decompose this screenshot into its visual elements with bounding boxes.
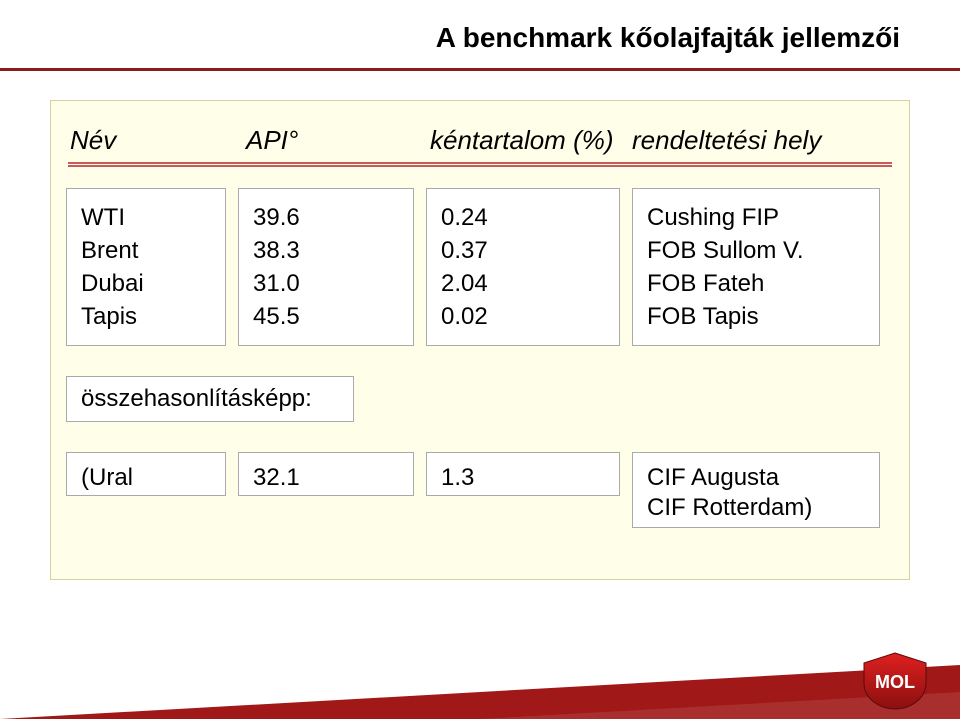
row-sulfur: 0.37: [441, 234, 609, 267]
ural-name-block: (Ural: [66, 452, 226, 496]
row-name: Dubai: [81, 267, 215, 300]
ural-name: (Ural: [81, 463, 215, 493]
row-api: 45.5: [253, 300, 403, 333]
names-block: WTI Brent Dubai Tapis: [66, 188, 226, 346]
header-name: Név: [70, 125, 116, 155]
table-header-row: Név API° kéntartalom (%) rendeltetési he…: [70, 118, 890, 162]
row-destination: FOB Fateh: [647, 267, 869, 300]
header-api: API°: [246, 125, 298, 155]
api-block: 39.6 38.3 31.0 45.5: [238, 188, 414, 346]
destination-block: Cushing FIP FOB Sullom V. FOB Fateh FOB …: [632, 188, 880, 346]
compare-label: összehasonlításképp:: [81, 385, 312, 412]
slide: A benchmark kőolajfajták jellemzői Név A…: [0, 0, 960, 719]
row-destination: Cushing FIP: [647, 201, 869, 234]
row-api: 39.6: [253, 201, 403, 234]
compare-block: összehasonlításképp:: [66, 376, 354, 422]
header-sulfur: kéntartalom (%): [430, 125, 614, 155]
slide-title: A benchmark kőolajfajták jellemzői: [436, 22, 900, 54]
row-api: 31.0: [253, 267, 403, 300]
mol-logo: MOL: [858, 651, 932, 711]
sulfur-block: 0.24 0.37 2.04 0.02: [426, 188, 620, 346]
row-sulfur: 2.04: [441, 267, 609, 300]
row-sulfur: 0.24: [441, 201, 609, 234]
bottom-accent: [0, 665, 960, 719]
row-name: Brent: [81, 234, 215, 267]
ural-row: (Ural 32.1 1.3 CIF Augusta CIF Rotterdam…: [66, 452, 894, 528]
data-blocks-row: WTI Brent Dubai Tapis 39.6 38.3 31.0 45.…: [66, 188, 894, 346]
ural-api: 32.1: [253, 463, 403, 493]
row-api: 38.3: [253, 234, 403, 267]
row-name: WTI: [81, 201, 215, 234]
ural-api-block: 32.1: [238, 452, 414, 496]
logo-text: MOL: [875, 672, 915, 692]
ural-dest2: CIF Rotterdam): [647, 493, 869, 523]
row-name: Tapis: [81, 300, 215, 333]
row-sulfur: 0.02: [441, 300, 609, 333]
row-destination: FOB Tapis: [647, 300, 869, 333]
header-underline: [68, 162, 892, 167]
title-underline: [0, 68, 960, 71]
header-destination: rendeltetési hely: [632, 125, 821, 155]
ural-sulfur-block: 1.3: [426, 452, 620, 496]
ural-sulfur: 1.3: [441, 463, 609, 493]
row-destination: FOB Sullom V.: [647, 234, 869, 267]
ural-destination-block: CIF Augusta CIF Rotterdam): [632, 452, 880, 528]
ural-dest1: CIF Augusta: [647, 463, 869, 493]
